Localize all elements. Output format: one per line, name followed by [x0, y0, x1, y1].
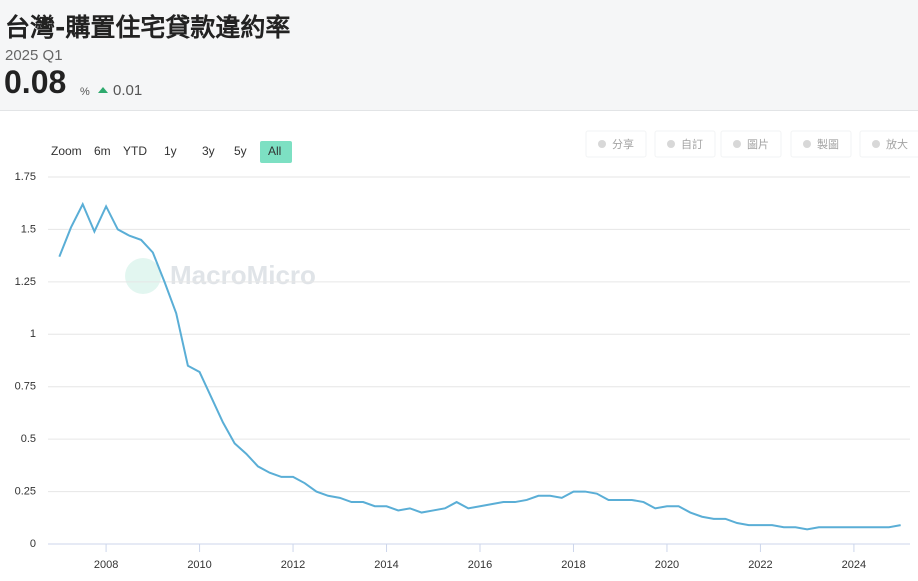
tool-button-bg: [790, 130, 852, 158]
x-tick-label: 2020: [655, 559, 679, 571]
y-tick-label: 1.25: [15, 276, 36, 288]
y-tick-label: 1: [30, 328, 36, 340]
zoom-label: Zoom: [51, 144, 82, 158]
y-tick-label: 0.75: [15, 381, 36, 393]
x-tick-label: 2024: [842, 559, 866, 571]
chart: Zoom 6m YTD 1y 3y 5y All 分享 自訂 圖片 製圖 放大 MacroMicro 0 0…: [15, 130, 918, 571]
tool-button[interactable]: 製圖: [790, 130, 852, 158]
range-button: 6m: [94, 144, 111, 158]
tool-button-bg: [585, 130, 647, 158]
x-tick-label: 2016: [468, 559, 492, 571]
tool-button[interactable]: 自訂: [654, 130, 716, 158]
tool-button[interactable]: 分享: [585, 130, 647, 158]
tool-button-bg: [654, 130, 716, 158]
x-tick-label: 2008: [94, 559, 118, 571]
line-series: [58, 201, 901, 531]
change: 0.01: [113, 82, 143, 99]
range-button[interactable]: All: [268, 144, 281, 158]
y-tick-label: 0: [30, 538, 36, 550]
watermark: MacroMicro: [170, 260, 316, 290]
tool-icon: [598, 140, 606, 148]
range-button-bg: [260, 141, 292, 163]
tool-button-label: 自訂: [681, 137, 703, 151]
tool-button-bg: [859, 130, 918, 158]
range-button[interactable]: 5y: [234, 144, 247, 158]
x-tick-label: 2018: [561, 559, 585, 571]
y-tick-label: 0.5: [21, 433, 36, 445]
range-button[interactable]: 3y: [202, 144, 215, 158]
x-tick-label: 2012: [281, 559, 305, 571]
tool-icon: [872, 140, 880, 148]
tool-icon: [733, 140, 741, 148]
tool-button-label: 分享: [612, 137, 634, 151]
x-tick-label: 2014: [374, 559, 398, 571]
tool-button-label: 製圖: [817, 137, 839, 151]
tool-icon: [667, 140, 675, 148]
watermark-logo: [125, 258, 161, 294]
period: 2025 Q1: [5, 47, 63, 64]
x-tick-label: 2010: [187, 559, 211, 571]
header: 台灣-購置住宅貸款違約率 2025 Q1 0.08 % 0.01: [0, 0, 918, 111]
y-tick-label: 1.5: [21, 223, 36, 235]
up-arrow: [98, 87, 108, 93]
range-button: 1y: [164, 144, 177, 158]
tool-button-label: 放大: [886, 137, 908, 151]
unit: %: [80, 86, 90, 98]
tool-button[interactable]: 圖片: [720, 130, 782, 158]
x-tick-label: 2022: [748, 559, 772, 571]
latest-value: 0.08: [4, 64, 67, 100]
y-tick-label: 0.25: [15, 485, 36, 497]
title: 台灣-購置住宅貸款違約率: [5, 13, 291, 42]
tool-button-label: 圖片: [747, 138, 769, 151]
y-tick-label: 1.75: [15, 171, 36, 183]
tool-icon: [803, 140, 811, 148]
tool-button[interactable]: 放大: [859, 130, 918, 158]
tool-button-bg: [720, 130, 782, 158]
range-button[interactable]: YTD: [123, 144, 147, 158]
